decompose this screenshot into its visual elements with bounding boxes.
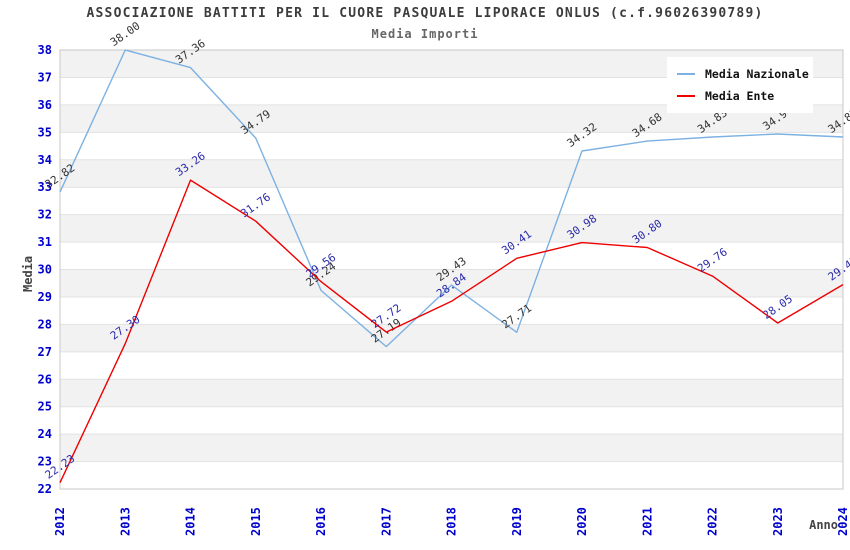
y-axis-tick-label: 32 xyxy=(38,208,52,222)
y-axis-tick-label: 28 xyxy=(38,317,52,331)
y-axis-tick-label: 37 xyxy=(38,70,52,84)
y-axis-tick-label: 33 xyxy=(38,180,52,194)
y-axis-tick-label: 36 xyxy=(38,98,52,112)
x-axis-title: Anno xyxy=(809,518,838,532)
plot-band xyxy=(60,324,843,352)
y-axis-tick-label: 34 xyxy=(38,153,52,167)
y-axis-tick-label: 22 xyxy=(38,482,52,496)
x-axis-tick-label: 2014 xyxy=(184,507,198,536)
y-axis-tick-label: 31 xyxy=(38,235,52,249)
media-ente-line-swatch xyxy=(677,95,695,97)
media-nazionale-line-swatch xyxy=(677,73,695,75)
y-axis-tick-label: 35 xyxy=(38,125,52,139)
y-axis-tick-label: 24 xyxy=(38,427,52,441)
x-axis-tick-label: 2015 xyxy=(249,507,263,536)
x-axis-tick-label: 2017 xyxy=(379,507,393,536)
x-axis-tick-label: 2022 xyxy=(706,507,720,536)
y-axis-tick-label: 25 xyxy=(38,400,52,414)
point-label-media-ente: 29.45 xyxy=(826,254,850,284)
x-axis-tick-label: 2018 xyxy=(445,507,459,536)
legend-label-media-ente: Media Ente xyxy=(705,89,775,103)
y-axis-tick-label: 30 xyxy=(38,263,52,277)
y-axis-tick-label: 26 xyxy=(38,372,52,386)
chart-subtitle: Media Importi xyxy=(371,27,479,41)
x-axis-tick-label: 2020 xyxy=(575,507,589,536)
plot-band xyxy=(60,214,843,243)
x-axis-tick-label: 2019 xyxy=(510,507,524,536)
x-axis-tick-label: 2024 xyxy=(836,507,850,536)
plot-border xyxy=(59,49,844,490)
series-line-media-ente xyxy=(59,179,844,483)
x-axis-tick-label: 2016 xyxy=(314,507,328,536)
x-axis-tick-label: 2021 xyxy=(640,507,654,536)
x-axis-tick-label: 2013 xyxy=(118,507,132,536)
y-axis-tick-label: 27 xyxy=(38,345,52,359)
x-axis-tick-label: 2023 xyxy=(771,507,785,536)
series-line-media-nazionale xyxy=(59,49,844,348)
chart-title: ASSOCIAZIONE BATTITI PER IL CUORE PASQUA… xyxy=(86,6,764,21)
legend-item-media-nazionale: Media Nazionale xyxy=(677,63,813,85)
legend-label-media-nazionale: Media Nazionale xyxy=(705,67,809,81)
y-axis-tick-label: 29 xyxy=(38,290,52,304)
plot-band xyxy=(60,434,843,462)
point-label-media-nazionale: 38.00 xyxy=(108,19,143,49)
plot-band xyxy=(60,269,843,297)
y-axis-tick-label: 23 xyxy=(38,455,52,469)
plot-band xyxy=(60,159,843,188)
y-axis-tick-label: 38 xyxy=(38,43,52,57)
legend-item-media-ente: Media Ente xyxy=(677,85,813,107)
plot-band xyxy=(60,379,843,407)
chart-legend: Media Nazionale Media Ente xyxy=(667,57,813,113)
x-axis-tick-label: 2012 xyxy=(53,507,67,536)
y-axis-title: Media xyxy=(21,256,35,292)
